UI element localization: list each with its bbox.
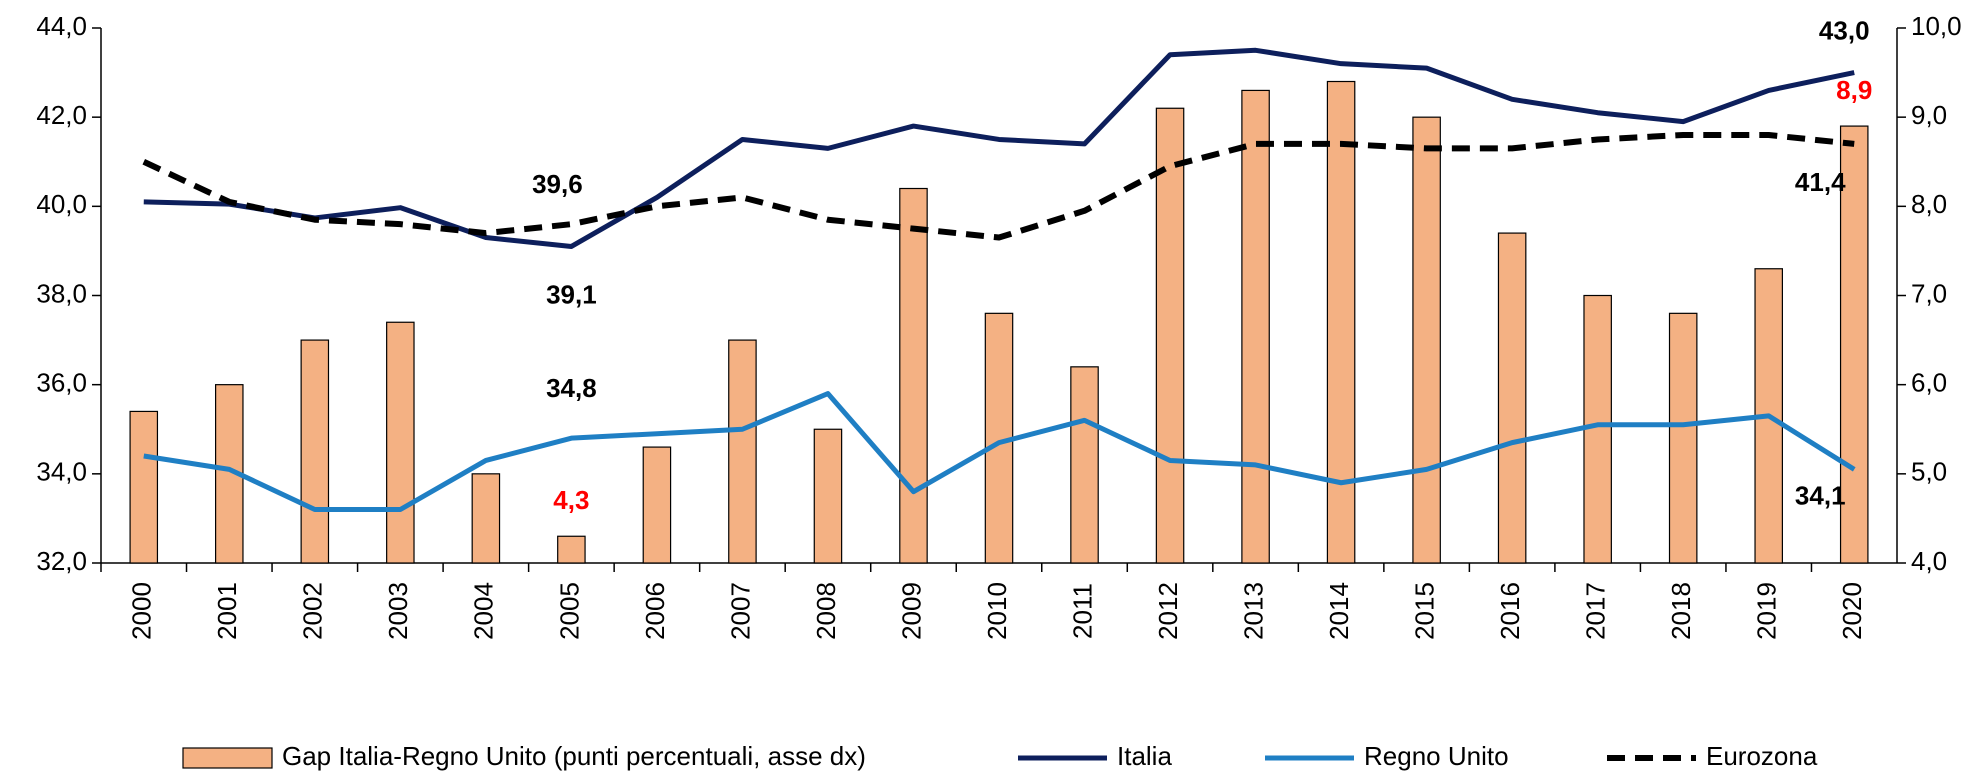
bar: [471, 473, 501, 564]
bar: [215, 384, 244, 564]
line-2: [143, 391, 1856, 512]
bar: [1412, 116, 1441, 564]
data-label: 39,6: [532, 169, 583, 199]
bar: [557, 535, 586, 564]
x-tick-label: 2012: [1153, 582, 1183, 640]
x-tick-label: 2015: [1409, 582, 1439, 640]
x-tick-label: 2018: [1666, 582, 1696, 640]
bar: [1070, 366, 1099, 564]
bar: [1668, 312, 1698, 564]
x-tick-label: 2007: [725, 582, 755, 640]
y-tick-label: 44,0: [36, 11, 87, 41]
bar: [1326, 80, 1356, 564]
y-tick-label: 34,0: [36, 457, 87, 487]
bar: [1839, 125, 1869, 564]
data-label: 8,9: [1836, 75, 1872, 105]
bar: [899, 187, 928, 564]
legend-label: Gap Italia-Regno Unito (punti percentual…: [282, 741, 866, 771]
bar: [1497, 232, 1527, 564]
x-tick-label: 2009: [896, 582, 926, 640]
x-tick-label: 2017: [1581, 582, 1611, 640]
x-tick-label: 2011: [1067, 583, 1097, 639]
y-tick-label: 32,0: [36, 546, 87, 576]
line-3: [142, 132, 1855, 241]
y-tick-label: 40,0: [36, 189, 87, 219]
x-tick-label: 2014: [1324, 582, 1354, 640]
bar: [129, 410, 159, 564]
bar: [642, 446, 672, 564]
y2-tick-label: 5,0: [1911, 457, 1947, 487]
x-tick-label: 2006: [640, 582, 670, 640]
legend-label: Eurozona: [1706, 741, 1818, 771]
data-label: 41,4: [1795, 167, 1846, 197]
x-tick-label: 2008: [811, 582, 841, 640]
bar: [386, 321, 415, 564]
x-tick-label: 2013: [1238, 582, 1268, 640]
y2-tick-label: 8,0: [1911, 189, 1947, 219]
legend-label: Regno Unito: [1364, 741, 1509, 771]
x-tick-label: 2001: [212, 582, 242, 640]
y2-tick-label: 10,0: [1911, 11, 1962, 41]
legend-label: Italia: [1117, 741, 1172, 771]
y-tick-label: 36,0: [36, 368, 87, 398]
data-label: 34,8: [546, 373, 597, 403]
x-tick-label: 2003: [383, 582, 413, 640]
bar: [1155, 107, 1185, 564]
x-tick-label: 2020: [1837, 582, 1867, 640]
line-1: [143, 47, 1855, 249]
x-tick-label: 2002: [298, 582, 328, 640]
bar: [813, 428, 843, 564]
data-label: 39,1: [546, 279, 597, 309]
y-tick-label: 42,0: [36, 100, 87, 130]
bar: [1241, 89, 1270, 564]
x-tick-label: 2010: [982, 582, 1012, 640]
bar: [728, 339, 757, 564]
y2-tick-label: 7,0: [1911, 278, 1947, 308]
x-tick-label: 2016: [1495, 582, 1525, 640]
data-label: 34,1: [1795, 480, 1846, 510]
legend-swatch: [182, 747, 273, 769]
x-tick-label: 2019: [1752, 582, 1782, 640]
bar: [1583, 294, 1612, 564]
data-label: 43,0: [1819, 15, 1870, 45]
x-tick-label: 2005: [554, 582, 584, 640]
y2-tick-label: 6,0: [1911, 368, 1947, 398]
x-tick-label: 2000: [127, 582, 157, 640]
y-tick-label: 38,0: [36, 278, 87, 308]
y2-tick-label: 9,0: [1911, 100, 1947, 130]
data-label: 4,3: [553, 485, 589, 515]
x-tick-label: 2004: [469, 582, 499, 640]
y2-tick-label: 4,0: [1911, 546, 1947, 576]
bar: [300, 339, 330, 564]
